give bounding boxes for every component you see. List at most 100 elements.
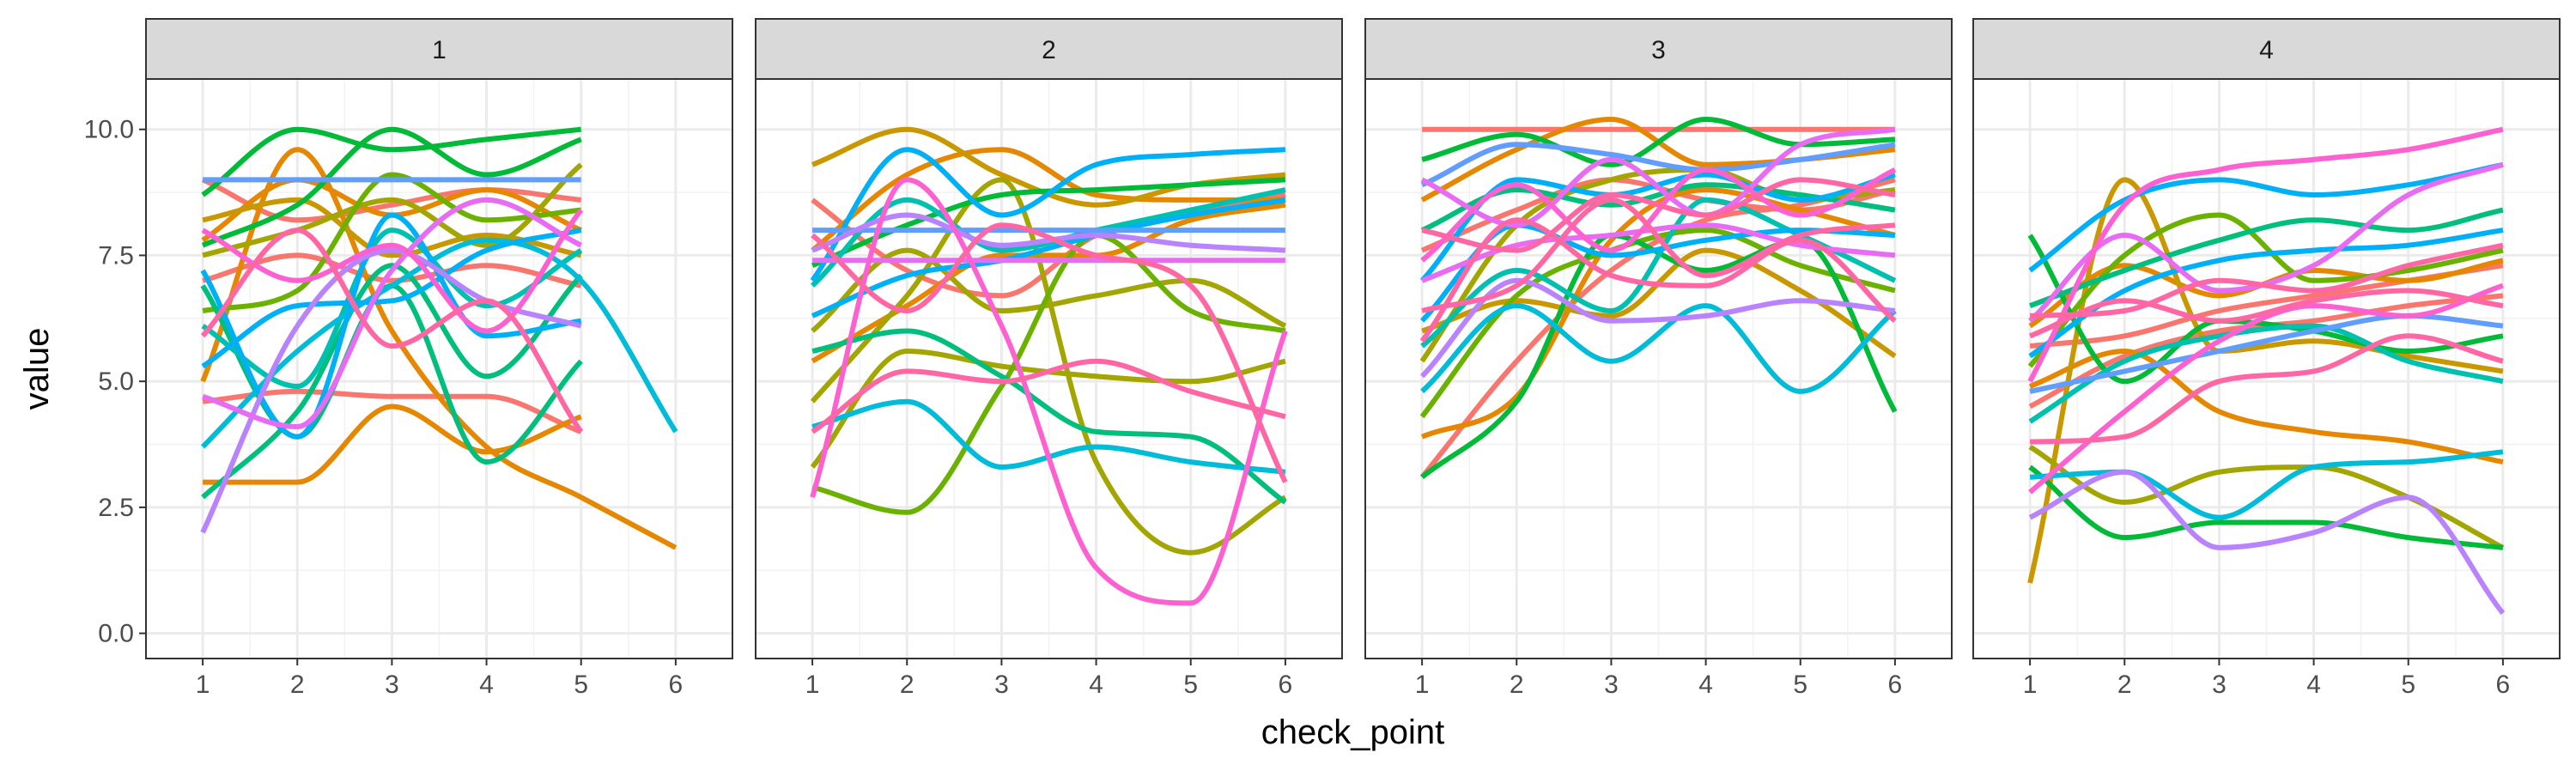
x-tick-label: 5 — [574, 671, 588, 699]
series-line — [2028, 469, 2506, 616]
series-line — [2028, 161, 2504, 323]
series-line — [811, 233, 1286, 515]
facet-panel-1: 1 1 2 3 4 5 6 0.0 2.5 5.0 7.5 10.0 — [84, 18, 733, 699]
series-line — [811, 247, 1287, 333]
series-line — [2028, 282, 2504, 495]
series-line — [2029, 242, 2504, 319]
series-line — [2030, 333, 2504, 445]
x-tick-label: 3 — [385, 671, 399, 699]
series-line — [810, 349, 1286, 469]
series-lines — [200, 126, 678, 550]
y-tick-label: 2.5 — [98, 494, 134, 522]
axes: value check_point — [18, 328, 1444, 751]
y-axis-title: value — [18, 328, 56, 410]
series-line — [1420, 126, 1896, 228]
series-line — [202, 388, 582, 434]
series-line — [811, 328, 1287, 505]
series-line — [811, 222, 1288, 483]
x-tick-label: 4 — [1698, 671, 1713, 699]
facet-panel-3: 3 1 2 3 4 5 6 — [1364, 18, 1953, 699]
y-tick-label: 5.0 — [98, 367, 134, 396]
series-line — [1420, 197, 1897, 349]
series-line — [201, 177, 582, 223]
series-line — [1420, 303, 1897, 394]
series-line — [811, 358, 1286, 434]
facet-strip-label: 3 — [1651, 36, 1666, 64]
series-line — [1420, 182, 1896, 233]
y-tick-label: 10.0 — [84, 116, 134, 144]
series-line — [1420, 142, 1896, 188]
series-line — [201, 228, 582, 369]
facet-panel-2: 2 1 2 3 4 5 6 — [755, 18, 1343, 699]
series-line — [1421, 177, 1896, 253]
series-line — [810, 147, 1286, 282]
x-tick-label: 6 — [2496, 671, 2511, 699]
series-line — [811, 398, 1286, 475]
series-line — [1420, 167, 1897, 263]
x-tick-label: 2 — [900, 671, 914, 699]
facet-panel-4: 4 1 2 3 4 5 6 — [1972, 18, 2561, 699]
x-tick-label: 3 — [2212, 671, 2227, 699]
series-line — [811, 197, 1286, 319]
series-line — [810, 177, 1287, 555]
x-tick-label: 3 — [1604, 671, 1619, 699]
y-tick-label: 7.5 — [98, 241, 134, 270]
series-line — [2029, 288, 2504, 339]
series-lines — [810, 126, 1288, 606]
series-line — [1421, 197, 1896, 313]
x-tick-label: 4 — [1089, 671, 1103, 699]
series-line — [811, 147, 1285, 252]
x-tick-label: 4 — [479, 671, 494, 699]
series-line — [202, 162, 583, 258]
x-tick-label: 4 — [2306, 671, 2321, 699]
series-line — [2028, 323, 2504, 424]
series-line — [200, 212, 582, 440]
series-line — [201, 263, 583, 500]
facet-strip — [145, 18, 733, 80]
series-lines — [1419, 117, 1898, 480]
series-line — [1421, 117, 1896, 167]
x-tick-label: 1 — [805, 671, 820, 699]
facet-panels: 11 2 3 4 5 60.02.55.07.510.021 2 3 4 5 631 2 3 4 5 641 2… — [84, 18, 2561, 699]
series-line — [2029, 207, 2504, 308]
facet-strip-label: 4 — [2259, 36, 2274, 64]
series-line — [200, 237, 678, 449]
facet-strip — [1364, 18, 1953, 80]
x-axis-title: check_point — [1261, 713, 1444, 751]
facet-strip-label: 2 — [1042, 36, 1056, 64]
series-line — [202, 172, 582, 313]
x-tick-label: 5 — [1793, 671, 1807, 699]
series-line — [811, 212, 1286, 253]
series-line — [201, 126, 582, 248]
series-line — [2028, 161, 2504, 273]
series-lines — [2027, 126, 2506, 616]
x-tick-label: 2 — [2117, 671, 2132, 699]
series-line — [1419, 277, 1896, 379]
series-line — [200, 228, 584, 434]
x-tick-label: 6 — [1888, 671, 1903, 699]
x-tick-label: 5 — [2401, 671, 2415, 699]
y-tick-label: 0.0 — [98, 620, 134, 648]
series-line — [202, 252, 582, 288]
series-line — [201, 126, 582, 197]
x-tick-label: 6 — [1279, 671, 1293, 699]
x-tick-label: 6 — [669, 671, 683, 699]
series-line — [201, 208, 584, 334]
facet-strip — [1972, 18, 2561, 80]
series-line — [2027, 126, 2504, 383]
series-line — [2028, 464, 2504, 550]
series-line — [1419, 228, 1896, 419]
series-line — [1419, 217, 1897, 343]
series-line — [202, 197, 582, 429]
x-tick-label: 2 — [290, 671, 305, 699]
x-tick-label: 5 — [1183, 671, 1198, 699]
x-tick-label: 1 — [2023, 671, 2038, 699]
series-line — [201, 228, 583, 389]
series-line — [810, 177, 1288, 606]
series-line — [2029, 349, 2504, 465]
series-line — [2028, 228, 2504, 359]
x-tick-label: 1 — [196, 671, 210, 699]
facet-strip-label: 1 — [432, 36, 447, 64]
